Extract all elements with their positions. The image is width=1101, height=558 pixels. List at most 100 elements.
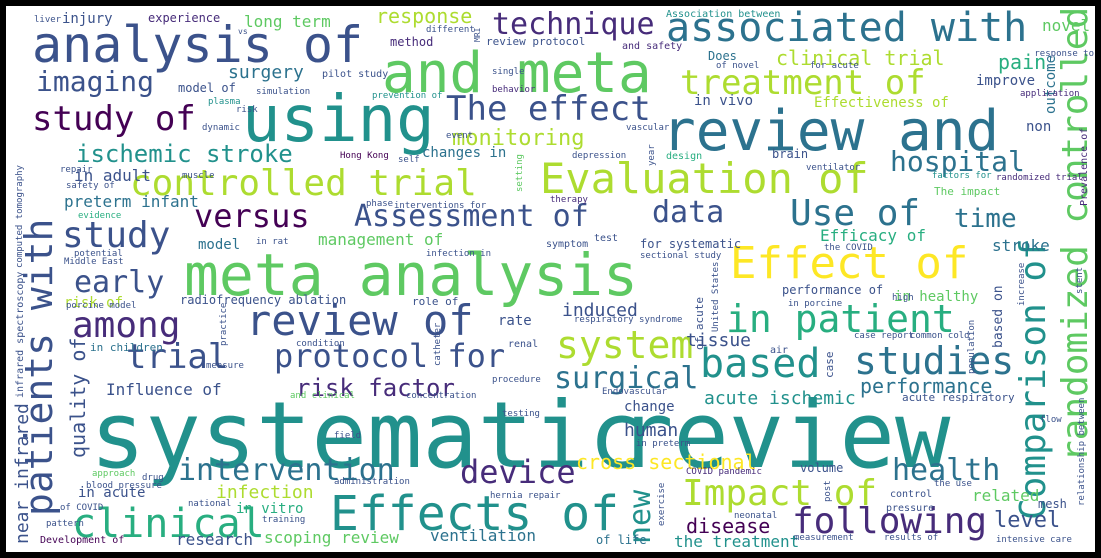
word-middle-east: Middle East [64,257,124,267]
word-cross-sectional: cross sectional [576,450,757,474]
word-infection-in: infection in [426,249,492,259]
word-the-effect: The effect [446,89,651,129]
word-measurement: measurement [794,533,854,543]
word-factors-for: factors for [932,171,992,181]
word-measure: measure [206,361,244,371]
word-radiofrequency-ablation: radiofrequency ablation [180,293,347,307]
word-management-of: management of [318,230,444,249]
word-in-patient: in patient [726,297,955,341]
word-high: high [892,293,914,303]
word-liver: liver [34,15,62,25]
word-based: based [700,341,821,387]
word-development-of: Development of [40,535,125,546]
word-surgery: surgery [228,62,304,83]
word-brain: brain [772,147,809,161]
word-effectiveness-of: Effectiveness of [814,95,949,111]
word-pain: pain [998,50,1047,74]
word-acute-respiratory: acute respiratory [902,391,1015,404]
word-in-healthy: in healthy [894,289,979,305]
word-efficacy-of: Efficacy of [820,226,926,245]
word-outcome: outcome [1043,54,1059,114]
word-increase: increase [1017,262,1027,306]
word-ischemic-stroke: ischemic stroke [76,140,293,168]
word-the-impact: The impact [934,185,1001,198]
word-effect-of: Effect of [730,238,969,289]
word-administration: administration [334,477,410,487]
word-respiratory-syndrome: respiratory syndrome [574,315,683,325]
word-review-of: review of [246,296,474,345]
word-air: air [770,345,789,356]
word-risk: risk [236,105,258,115]
word-in-porcine: in porcine [788,299,843,309]
word-meta-analysis: meta analysis [184,241,638,309]
word-prevalence-of: Prevalence of [1079,127,1090,206]
word-design: design [666,151,703,162]
word-review: review [618,382,951,489]
word-condition: condition [296,339,345,349]
word-for-systematic: for systematic [640,237,742,251]
word-system: system [556,323,694,367]
word-in-adult: in adult [74,166,152,185]
word-hong-kong: Hong Kong [340,151,389,161]
word-injury: injury [62,11,113,27]
word-behavior: behavior [492,85,536,95]
word-evaluation-of: Evaluation of [540,154,869,203]
word-exercise: exercise [657,482,667,526]
word-in-vivo: in vivo [694,93,754,109]
word-systematic: systematic [90,382,644,489]
word-preterm-infant: preterm infant [64,192,199,211]
word-novel: novel [1042,16,1091,35]
word-volume: volume [800,461,844,475]
word-vascular: vascular [626,123,670,133]
word-year: year [647,144,657,166]
word-setting: setting [515,154,525,192]
word-renal: renal [508,339,539,350]
word-porcine-model: porcine model [66,301,137,311]
word-device: device [460,453,576,491]
word-controlled-trial: controlled trial [130,163,477,204]
word-ventilation: ventilation [430,526,536,545]
word-associated-with: associated with [666,6,1028,51]
word-drug: drug [142,473,164,483]
word-neonatal: neonatal [734,511,778,521]
word-mri: MRI [473,27,482,42]
word-use-of: Use of [790,193,921,234]
word-infrared-spectroscopy: infrared spectroscopy [15,271,26,398]
word-procedure: procedure [492,375,541,385]
word-application: application [1020,89,1080,99]
word-clinical-trial: clinical trial [776,46,945,70]
word-in-rat: in rat [256,237,289,247]
word-interventions-for: interventions for [394,201,487,211]
word-impact-of: Impact of [682,473,878,514]
word-training: training [262,515,306,525]
word-of-novel: of novel [716,61,760,71]
word-mesh: mesh [1038,497,1067,511]
word-evidence: evidence [78,211,122,221]
word-response-to: response to [1034,49,1094,59]
word-study-of: study of [32,99,196,139]
word-flow: flow [1040,415,1062,425]
word-therapy: therapy [550,195,588,205]
word-trial: trial [126,337,229,377]
word-versus: versus [194,197,310,235]
word-relationship-between: relationship between [1077,397,1087,506]
word-cloud: systematic review meta analysis and meta… [6,6,1095,552]
word-health: health [892,453,1001,488]
word-and-safety: and safety [622,41,683,52]
word-symptom: symptom [546,239,589,250]
word-changes-in: changes in [422,145,507,161]
word-testing: testing [502,409,540,419]
word-induced: induced [562,300,638,321]
word-hospital: hospital [890,145,1025,178]
word-response: response [376,6,473,28]
word-imaging: imaging [36,65,155,98]
word-of-life: of life [596,533,647,547]
word-protocol-for: protocol for [274,337,506,375]
word-results-of: results of [884,533,939,543]
word-in-preterm: in preterm [636,439,691,449]
word-using: using [242,83,435,157]
word-muscle: muscle [182,171,215,181]
word-case-report: case report [854,331,914,341]
word-risk-factor: risk factor [296,374,455,402]
word-pattern: pattern [46,519,84,529]
